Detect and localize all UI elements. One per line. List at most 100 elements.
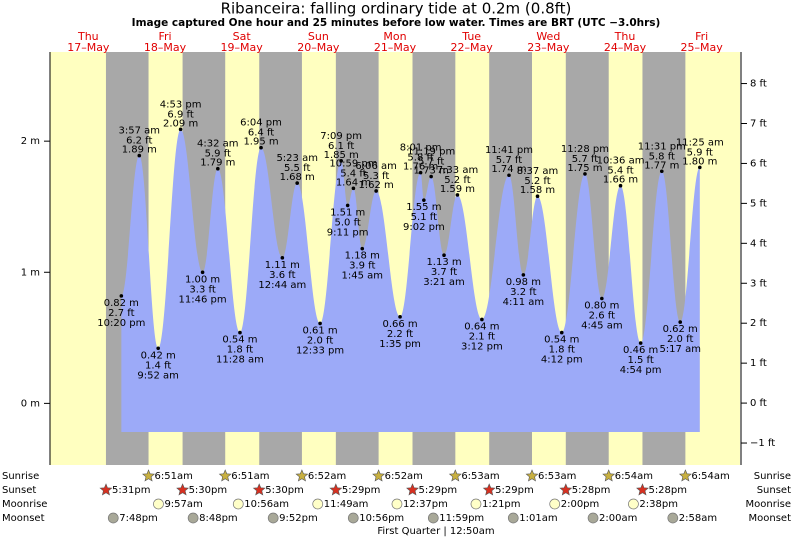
moonset-time: 8:48pm	[199, 513, 238, 524]
tide-label: 11:46 pm	[179, 294, 227, 305]
tide-label: 5.0 ft	[334, 217, 360, 228]
tide-label: 0.54 m	[222, 335, 257, 346]
y2-tick-label: 4 ft	[750, 238, 767, 249]
tide-point	[259, 145, 263, 150]
tide-label: 4:12 pm	[541, 355, 583, 366]
tide-label: 10:20 pm	[97, 318, 145, 329]
tide-label: 11:28 pm	[561, 144, 609, 155]
tide-label: 12:33 pm	[296, 345, 344, 356]
moonrise-time: 10:56am	[244, 499, 289, 510]
tide-label: 3.3 ft	[189, 284, 215, 295]
tide-point	[521, 273, 526, 277]
star-icon	[295, 469, 309, 482]
day-weekday: Fri	[695, 30, 708, 43]
sunset-time: 5:29pm	[419, 485, 458, 496]
tide-label: 3.2 ft	[510, 287, 536, 298]
tide-label: 4:54 pm	[620, 365, 662, 376]
tide-point	[339, 159, 343, 163]
tide-point	[351, 186, 356, 191]
moonrise-icon	[628, 498, 639, 510]
tide-label: 1.55 m	[406, 202, 441, 213]
tide-label: 11:31 pm	[638, 141, 686, 152]
y2-tick-label: 2 ft	[750, 318, 767, 329]
tide-label: 1:35 pm	[379, 339, 421, 350]
tide-label: 1.77 m	[644, 160, 679, 171]
tide-label: 1.66 m	[603, 175, 638, 186]
tide-point	[618, 183, 623, 188]
moonset-icon	[347, 512, 359, 524]
tide-label: 5.2 ft	[444, 175, 470, 186]
star-icon	[329, 483, 343, 496]
tide-label: 1.59 m	[440, 184, 475, 195]
sunset-time: 5:28pm	[648, 485, 687, 496]
tide-label: 0.82 m	[104, 298, 139, 309]
tide-point	[422, 198, 426, 202]
tide-point	[216, 166, 220, 171]
tide-label: 8:01 pm	[400, 143, 442, 154]
tide-label: 1.5 ft	[627, 355, 653, 366]
tide-point	[442, 253, 446, 258]
tide-label: 7:33 am	[437, 165, 479, 176]
tide-label: 0.46 m	[623, 345, 658, 356]
tide-point	[678, 320, 683, 324]
tide-label: 11:19 pm	[407, 147, 455, 158]
tide-label: 0.80 m	[584, 300, 619, 311]
tide-label: 6.4 ft	[248, 128, 274, 139]
day-weekday: Thu	[77, 30, 99, 43]
tide-point	[178, 127, 183, 132]
sunset-time: 5:28pm	[572, 485, 611, 496]
star-icon	[218, 469, 232, 482]
y2-tick-label: 6 ft	[750, 158, 767, 169]
star-icon	[176, 483, 190, 496]
tide-label: 5.7 ft	[572, 154, 598, 165]
day-date: 19–May	[221, 41, 264, 54]
tide-label: 5:23 am	[276, 153, 318, 164]
tide-point	[119, 294, 124, 298]
sunrise-time: 6:54am	[615, 471, 653, 482]
tide-label: 12:44 am	[258, 280, 306, 291]
tide-label: 1.51 m	[330, 207, 365, 218]
tide-label: 1.4 ft	[145, 360, 171, 371]
sunset-time: 5:29pm	[342, 485, 381, 496]
tide-label: 6:06 am	[355, 161, 397, 172]
tide-point	[535, 194, 540, 199]
tide-label: 1.8 ft	[227, 345, 253, 356]
tide-point	[280, 256, 285, 260]
tide-label: 1.79 m	[200, 158, 235, 169]
tide-label: 1.18 m	[345, 251, 380, 262]
y2-tick-label: 1 ft	[750, 358, 767, 369]
tide-point	[374, 189, 378, 193]
chart-title: Ribanceira: falling ordinary tide at 0.2…	[221, 0, 572, 18]
y2-tick-label: −1 ft	[750, 438, 775, 449]
row-label: Sunrise	[2, 471, 39, 482]
y2-tick-label: 3 ft	[750, 278, 767, 289]
tide-area	[121, 129, 700, 432]
moonset-icon	[587, 512, 599, 524]
y2-tick-label: 5 ft	[750, 198, 767, 209]
row-label: Moonset	[2, 513, 45, 524]
tide-label: 3:57 am	[119, 126, 161, 137]
sunrise-time: 6:51am	[231, 471, 269, 482]
tide-label: 0.61 m	[302, 325, 337, 336]
star-icon	[525, 469, 539, 482]
tide-point	[559, 330, 564, 335]
row-label: Sunrise	[754, 471, 791, 482]
tide-label: 4:53 pm	[160, 99, 202, 110]
tide-label: 0.54 m	[544, 335, 579, 346]
tide-point	[698, 165, 702, 170]
moonset-icon	[267, 512, 279, 524]
tide-label: 1.64 m	[336, 177, 371, 188]
tide-point	[137, 153, 142, 158]
sunrise-time: 6:53am	[461, 471, 499, 482]
day-weekday: Thu	[614, 30, 636, 43]
tide-point	[583, 172, 587, 176]
tide-label: 11:25 am	[676, 137, 724, 148]
day-date: 20–May	[297, 41, 340, 54]
moonrise-time: 11:49am	[324, 499, 369, 510]
tide-label: 0.64 m	[464, 321, 499, 332]
tide-label: 0.42 m	[141, 350, 176, 361]
moonrise-icon	[153, 498, 164, 510]
tide-point	[480, 317, 484, 322]
tide-label: 2.7 ft	[108, 308, 134, 319]
moonset-time: 1:01am	[519, 513, 557, 524]
